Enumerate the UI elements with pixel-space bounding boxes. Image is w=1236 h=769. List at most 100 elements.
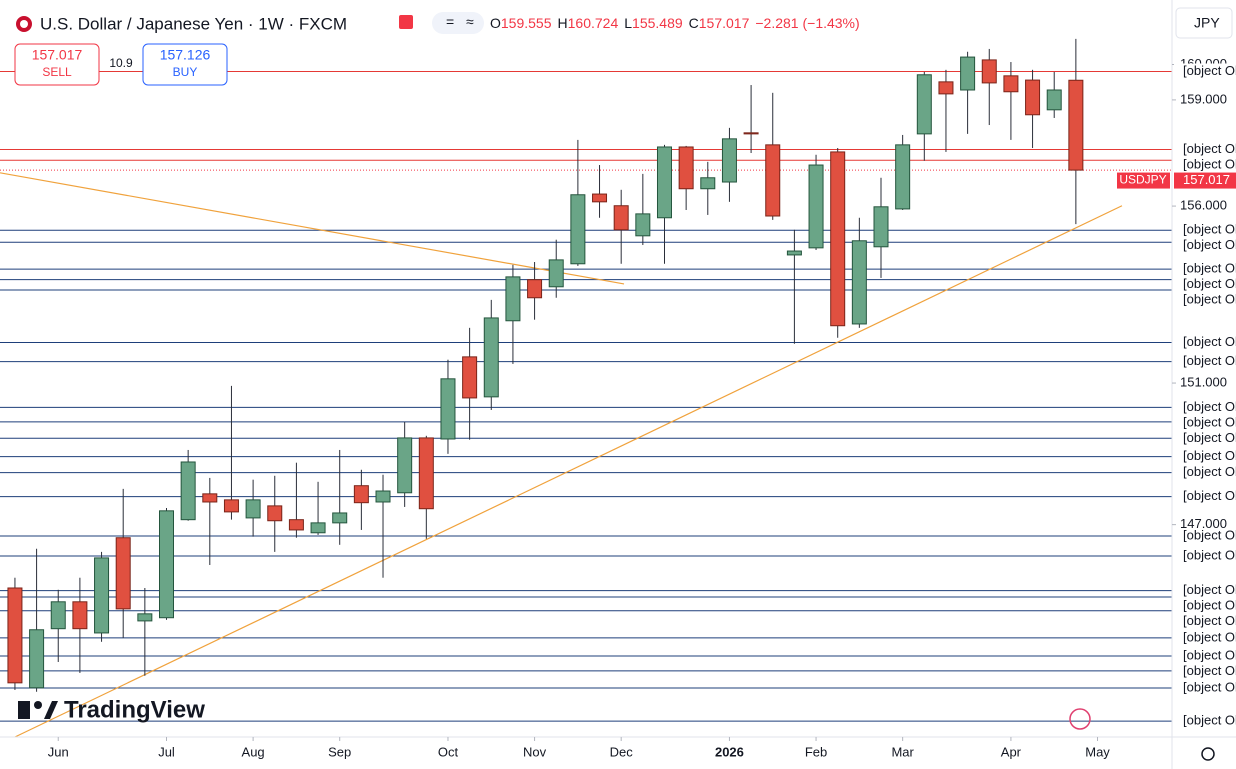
price-label-bg [1174, 582, 1236, 599]
candle-body [548, 259, 564, 288]
toggle-icon: = [446, 14, 454, 30]
sell-label: SELL [42, 65, 72, 79]
ohlc-value: 157.017 [699, 15, 750, 31]
candle-body [613, 205, 629, 231]
candle-body [743, 132, 759, 135]
spread: 10.9 [109, 56, 133, 70]
ohlc-key: O [490, 15, 501, 31]
candle-body [1003, 75, 1019, 93]
candle-body [851, 240, 867, 325]
price-label: [object Object] [1183, 582, 1236, 597]
x-tick-label: Apr [1001, 744, 1022, 759]
ohlc-key: H [558, 15, 568, 31]
candle-body [483, 317, 499, 398]
header: U.S. Dollar / Japanese Yen · 1W · FXCM =… [14, 7, 1233, 761]
lightning-icon[interactable] [1069, 708, 1091, 730]
candle-body [960, 56, 976, 91]
candle-body [895, 144, 911, 210]
candle-body [830, 151, 846, 327]
ohlc-value: 160.724 [568, 15, 619, 31]
candle-body [592, 193, 608, 203]
symbol-title: U.S. Dollar / Japanese Yen · 1W · FXCM [40, 14, 347, 33]
candle-body [267, 505, 283, 522]
buy-label: BUY [173, 65, 198, 79]
price-label-bg [1174, 63, 1236, 80]
price-label-bg [1174, 172, 1236, 189]
candle-body [310, 522, 326, 534]
candle-body [353, 485, 369, 504]
price-axis: 160.000159.000156.000151.000147.000[obje… [1172, 56, 1236, 730]
candle-body [916, 74, 932, 135]
x-tick-label: Nov [523, 744, 547, 759]
y-tick-label: 151.000 [1180, 374, 1227, 389]
price-label: [object Object] [1183, 237, 1236, 252]
logo-text: TradingView [64, 696, 205, 723]
price-label-bg [1174, 261, 1236, 278]
settings-icon[interactable] [1201, 747, 1215, 761]
price-label: [object Object] [1183, 430, 1236, 445]
price-label: [object Object] [1183, 488, 1236, 503]
sell-button[interactable] [14, 43, 100, 86]
buy-button[interactable] [142, 43, 228, 86]
price-label-bg [1174, 276, 1236, 293]
alert-icon[interactable] [399, 15, 413, 29]
price-label: [object Object] [1183, 547, 1236, 562]
price-label-bg [1174, 141, 1236, 158]
candle-body [808, 164, 824, 249]
candle-body [1068, 79, 1084, 171]
candle-body [72, 601, 88, 630]
candle-body [527, 279, 543, 299]
logo: TradingView [18, 696, 205, 723]
price-label: [object Object] [1183, 414, 1236, 429]
price-label: 157.017 [1183, 172, 1230, 187]
candle-body [332, 512, 348, 524]
price-label-bg [1174, 353, 1236, 370]
candle-body [635, 213, 651, 237]
price-label-bg [1174, 629, 1236, 646]
price-label-bg [1174, 613, 1236, 630]
candle-body [462, 356, 478, 399]
ohlc-key: C [689, 15, 699, 31]
candle-body [700, 177, 716, 190]
logo-mark [34, 701, 42, 709]
sell-price: 157.017 [32, 47, 83, 63]
x-tick-label: May [1085, 744, 1110, 759]
price-label: [object Object] [1183, 613, 1236, 628]
symbol-tag-bg [1117, 172, 1170, 189]
price-label: [object Object] [1183, 679, 1236, 694]
price-label-bg [1174, 598, 1236, 615]
candle-body [721, 138, 737, 183]
price-label-bg [1174, 548, 1236, 565]
price-label: [object Object] [1183, 663, 1236, 678]
symbol-tag: USDJPY [1119, 173, 1166, 187]
price-label: [object Object] [1183, 448, 1236, 463]
y-tick-label: 159.000 [1180, 91, 1227, 106]
compare-toggle[interactable] [432, 12, 484, 34]
y-tick-label: 147.000 [1180, 516, 1227, 531]
price-label: [object Object] [1183, 222, 1236, 237]
candle-body [94, 557, 110, 634]
buy-price: 157.126 [160, 47, 211, 63]
currency-button[interactable] [1175, 7, 1233, 39]
price-label-bg [1174, 713, 1236, 730]
candle-body [7, 587, 23, 684]
candle-body [137, 613, 153, 622]
price-label: [object Object] [1183, 527, 1236, 542]
x-tick-label: Sep [328, 744, 351, 759]
flag-icon-inner [20, 20, 28, 28]
price-label-bg [1174, 334, 1236, 351]
price-label-bg [1174, 157, 1236, 174]
price-label-bg [1174, 292, 1236, 309]
price-label: [object Object] [1183, 713, 1236, 728]
candle-body [570, 194, 586, 265]
trend-line [14, 205, 1123, 738]
price-label: [object Object] [1183, 334, 1236, 349]
candle-body [1046, 89, 1062, 111]
ohlc-value: 159.555 [501, 15, 552, 31]
candle-body [981, 59, 997, 84]
x-tick-label: Jul [158, 744, 175, 759]
x-tick-label: 2026 [715, 744, 744, 759]
ohlc-values: O159.555 H160.724 L155.489 C157.017 −2.281 (… [490, 15, 860, 31]
price-label: [object Object] [1183, 63, 1236, 78]
